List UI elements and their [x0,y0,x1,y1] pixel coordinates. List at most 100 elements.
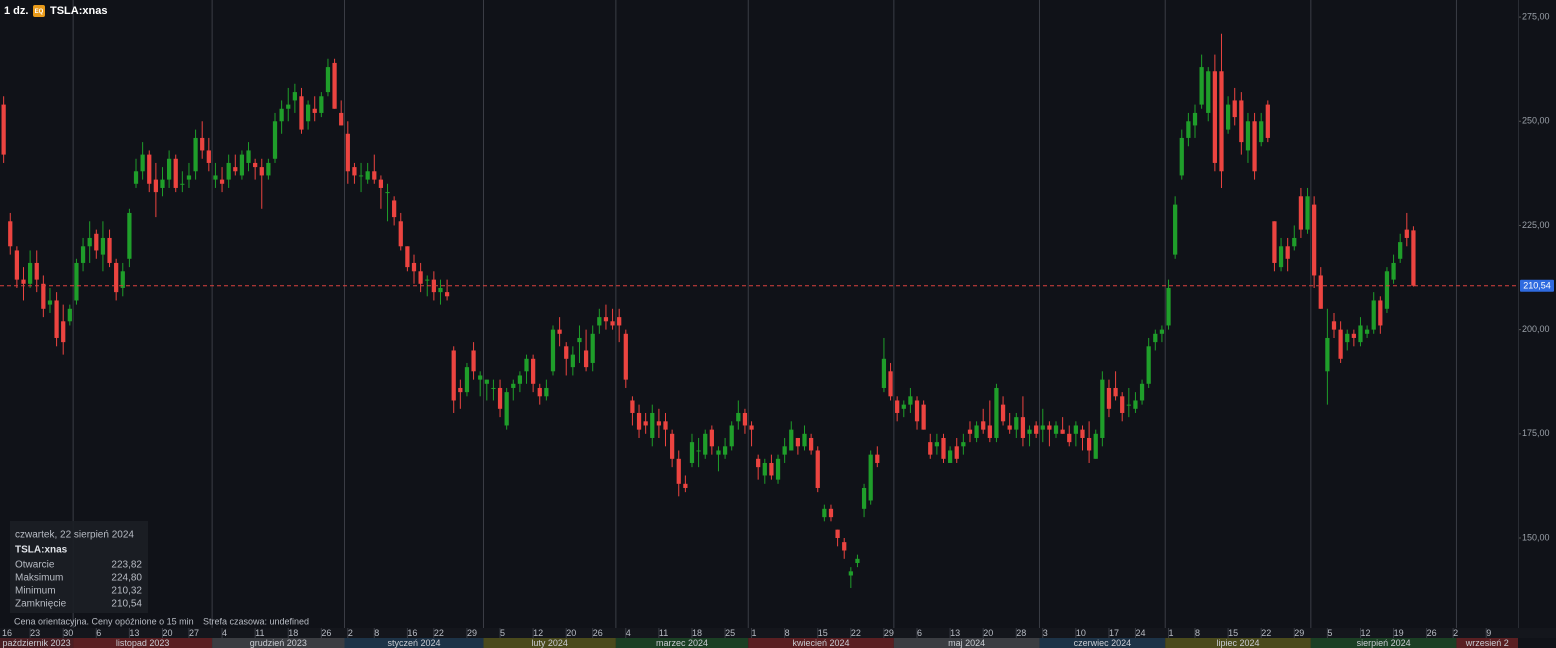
symbol[interactable]: TSLA:xnas [50,5,107,17]
candle-body [120,271,125,288]
candle-body [1331,321,1337,330]
candle-body [1067,433,1072,443]
candle-body [80,246,86,263]
candle-body [186,175,192,180]
candle-body [875,454,880,463]
x-tick-label: 12 [533,628,543,638]
candle-body [809,437,814,451]
candle-body [1411,230,1416,286]
candle-body [1298,196,1304,230]
month-band [344,638,484,648]
candle-body [266,162,271,176]
candle-body [531,358,536,384]
candle-body [47,300,53,305]
info-label: Otwarcie [15,560,55,571]
candle-body [1047,425,1052,430]
candle-body [491,387,496,389]
candle-body [683,483,688,488]
candle-body [372,171,377,180]
candle-body [623,333,628,380]
candle-body [537,387,542,397]
candle-body [577,337,582,343]
candle-body [67,308,72,322]
candle-body [484,379,489,384]
month-label: październik 2023 [3,638,71,648]
info-value: 224,80 [111,573,142,584]
interval[interactable]: 1 dz. [4,5,28,17]
candle-body [352,167,357,176]
x-tick-label: 29 [467,628,477,638]
month-label: wrzesień 2 [1465,638,1509,648]
candle-body [14,250,19,280]
candle-body [299,96,304,130]
candle-body [828,508,834,518]
candle-body [133,171,139,184]
candle-body [987,425,992,438]
candle-body [974,425,979,438]
candle-body [345,133,350,172]
candle-body [1371,300,1376,330]
candle-body [947,450,953,463]
candle-body [226,162,231,180]
month-label: kwiecień 2024 [793,638,850,648]
candle-body [319,96,324,113]
candle-body [1106,387,1112,409]
candle-body [981,421,986,430]
month-band [615,638,749,648]
candle-body [590,333,595,363]
candle-body [193,137,198,172]
month-band [1165,638,1311,648]
y-tick-label: 275,00 [1522,11,1550,21]
candle-body [908,396,913,405]
candle-body [994,387,999,438]
month-band [0,638,74,648]
candle-body [34,262,39,280]
x-tick-label: 6 [917,628,922,638]
candle-body [656,421,662,426]
candle-body [94,233,99,251]
x-tick-label: 11 [255,628,264,638]
candle-body [914,400,920,422]
x-tick-label: 15 [818,628,828,638]
candle-body [967,429,973,434]
candle-body [901,404,906,409]
candle-body [861,487,867,509]
candle-body [689,442,695,463]
candle-body [1179,137,1184,176]
candle-body [1206,71,1211,113]
candle-body [855,558,860,563]
month-label: luty 2024 [531,638,568,648]
candle-body [928,442,933,455]
x-tick-label: 1 [752,628,757,638]
month-band [483,638,616,648]
candle-body [107,237,112,263]
x-axis-bg [0,628,1556,638]
info-symbol: TSLA:xnas [15,545,68,556]
candle-body [643,421,648,426]
candle-body [1040,425,1045,430]
x-tick-label: 26 [1427,628,1437,638]
candle-body [8,221,13,247]
candle-body [1000,404,1006,422]
candle-body [358,175,364,177]
candle-body [517,375,523,384]
candle-body [1133,400,1138,409]
x-tick-label: 18 [288,628,298,638]
candle-body [636,412,642,430]
info-value: 210,32 [111,586,142,597]
candle-body [921,404,926,430]
footer-timezone: Strefa czasowa: undefined [203,616,309,626]
candle-body [868,454,873,501]
candle-body [444,292,450,297]
x-tick-label: 28 [1016,628,1026,638]
candle-body [630,400,635,413]
candle-body [1173,204,1178,255]
candle-body [219,179,225,184]
candle-body [570,354,575,368]
candle-body [438,287,443,293]
x-tick-label: 4 [222,628,227,638]
candle-body [1318,275,1323,309]
x-tick-label: 27 [189,628,199,638]
candle-body [21,279,26,284]
